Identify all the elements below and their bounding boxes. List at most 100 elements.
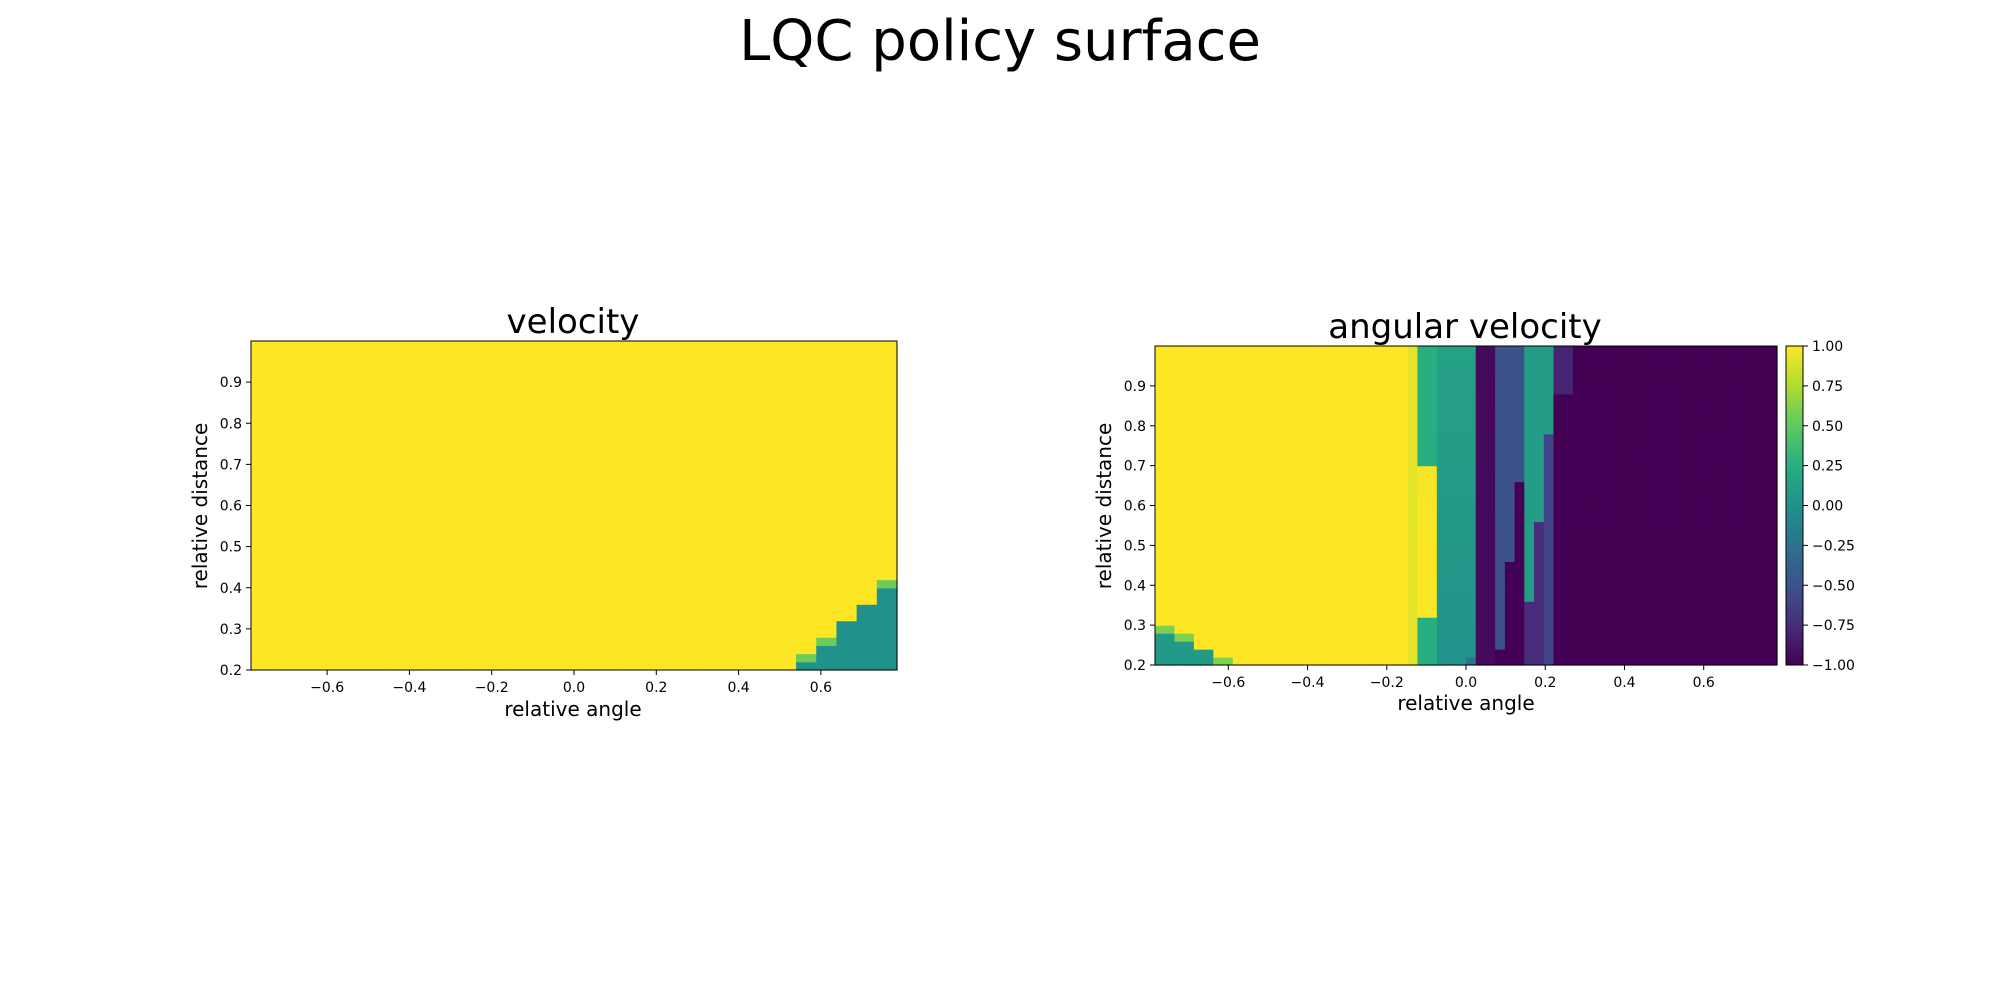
heatmap-cell	[402, 628, 414, 638]
heatmap-cell	[513, 645, 525, 655]
heatmap-cell	[1553, 641, 1564, 650]
heatmap-cell	[1563, 385, 1574, 395]
heatmap-cell	[1543, 521, 1555, 531]
heatmap-cell	[1252, 505, 1263, 515]
heatmap-cell	[574, 480, 585, 490]
heatmap-cell	[846, 439, 858, 449]
heatmap-cell	[816, 357, 827, 367]
heatmap-cell	[695, 538, 706, 548]
heatmap-cell	[1650, 385, 1661, 395]
heatmap-cell	[1670, 473, 1681, 483]
heatmap-cell	[1329, 361, 1341, 371]
heatmap-cell	[1291, 425, 1302, 435]
heatmap-cell	[755, 390, 767, 400]
heatmap-cell	[594, 349, 605, 359]
heatmap-cell	[624, 456, 636, 465]
heatmap-cell	[1563, 473, 1574, 483]
heatmap-cell	[412, 595, 424, 605]
heatmap-cell	[695, 398, 706, 408]
heatmap-cell	[594, 546, 605, 556]
heatmap-cell	[1155, 449, 1166, 459]
heatmap-cell	[1718, 497, 1730, 507]
heatmap-cell	[856, 595, 868, 605]
heatmap-cell	[1708, 465, 1720, 475]
heatmap-cell	[442, 341, 454, 350]
heatmap-cell	[362, 456, 373, 465]
heatmap-cell	[1203, 545, 1214, 554]
heatmap-cell	[1475, 385, 1487, 395]
heatmap-cell	[594, 604, 605, 614]
heatmap-cell	[1689, 385, 1700, 395]
heatmap-cell	[563, 620, 575, 630]
heatmap-cell	[1281, 633, 1292, 642]
heatmap-cell	[806, 538, 817, 548]
heatmap-cell	[1563, 353, 1574, 363]
heatmap-cell	[1349, 641, 1360, 650]
heatmap-cell	[553, 357, 565, 367]
heatmap-cell	[351, 431, 363, 441]
heatmap-cell	[755, 637, 767, 646]
heatmap-cell	[1602, 521, 1613, 531]
heatmap-cell	[1184, 433, 1195, 443]
heatmap-cell	[725, 653, 737, 663]
heatmap-cell	[1213, 449, 1224, 459]
heatmap-cell	[533, 398, 545, 408]
heatmap-cell	[644, 423, 656, 433]
heatmap-cell	[1281, 465, 1292, 475]
heatmap-cell	[785, 439, 797, 449]
heatmap-cell	[362, 497, 373, 507]
heatmap-cell	[836, 645, 848, 655]
heatmap-cell	[1349, 625, 1360, 634]
heatmap-cell	[1543, 625, 1555, 634]
velocity-y-axis-label: relative distance	[188, 423, 212, 590]
heatmap-cell	[1446, 577, 1457, 586]
heatmap-cell	[1689, 425, 1700, 435]
heatmap-cell	[1368, 393, 1380, 403]
heatmap-cell	[1708, 433, 1720, 443]
heatmap-cell	[1388, 393, 1399, 403]
heatmap-cell	[1388, 361, 1399, 371]
heatmap-cell	[1203, 609, 1214, 618]
heatmap-cell	[1650, 465, 1661, 475]
heatmap-cell	[362, 357, 373, 367]
heatmap-cell	[1300, 529, 1312, 538]
heatmap-cell	[1543, 346, 1555, 355]
heatmap-cell	[1563, 585, 1574, 594]
heatmap-cell	[1359, 473, 1370, 483]
heatmap-cell	[644, 571, 656, 581]
heatmap-cell	[301, 530, 313, 539]
heatmap-cell	[816, 620, 827, 630]
heatmap-cell	[1650, 497, 1661, 507]
heatmap-cell	[1466, 529, 1477, 538]
heatmap-cell	[1368, 433, 1380, 443]
heatmap-cell	[1388, 633, 1399, 642]
heatmap-cell	[775, 406, 787, 416]
heatmap-cell	[1407, 473, 1419, 483]
heatmap-cell	[685, 579, 696, 589]
heatmap-cell	[775, 480, 787, 490]
heatmap-cell	[1203, 633, 1214, 642]
heatmap-cell	[1300, 505, 1312, 515]
heatmap-cell	[523, 645, 535, 655]
heatmap-cell	[1640, 393, 1652, 403]
heatmap-cell	[846, 406, 858, 416]
heatmap-cell	[775, 637, 787, 646]
heatmap-cell	[1572, 409, 1584, 419]
heatmap-cell	[705, 587, 716, 597]
heatmap-cell	[483, 546, 494, 556]
heatmap-cell	[1660, 385, 1671, 395]
heatmap-cell	[382, 505, 393, 515]
heatmap-cell	[1475, 473, 1487, 483]
heatmap-cell	[1359, 521, 1370, 531]
heatmap-cell	[826, 447, 838, 457]
heatmap-cell	[392, 554, 403, 564]
heatmap-cell	[1514, 537, 1525, 546]
heatmap-cell	[351, 604, 363, 614]
heatmap-cell	[1223, 505, 1234, 515]
heatmap-cell	[1514, 441, 1525, 451]
heatmap-cell	[452, 538, 464, 548]
heatmap-cell	[503, 637, 515, 646]
heatmap-cell	[826, 554, 838, 564]
heatmap-cell	[271, 489, 282, 498]
heatmap-cell	[1514, 657, 1525, 666]
